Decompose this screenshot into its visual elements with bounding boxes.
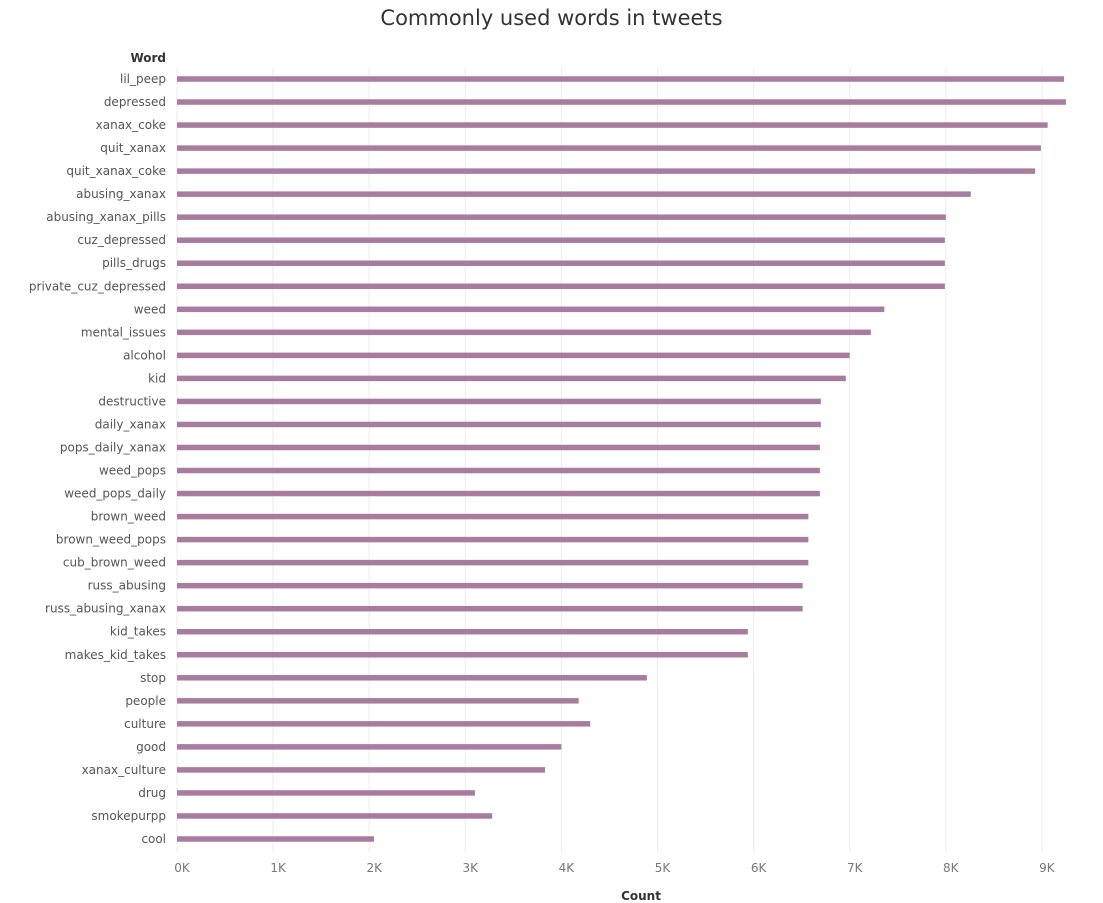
- category-label: cool: [141, 832, 166, 846]
- bar[interactable]: [177, 283, 945, 290]
- category-label: depressed: [104, 95, 166, 109]
- bar[interactable]: [177, 76, 1065, 82]
- category-label: lil_peep: [120, 72, 166, 86]
- bar[interactable]: [177, 398, 821, 405]
- bar[interactable]: [177, 352, 850, 359]
- category-label: cuz_depressed: [77, 233, 166, 247]
- bar[interactable]: [177, 559, 809, 566]
- category-label: quit_xanax: [100, 141, 166, 155]
- bar[interactable]: [177, 214, 946, 220]
- bar[interactable]: [177, 375, 846, 382]
- bar[interactable]: [177, 329, 871, 336]
- bar[interactable]: [177, 99, 1066, 105]
- category-label: abusing_xanax: [76, 187, 166, 201]
- category-label: xanax_culture: [82, 763, 166, 777]
- x-axis-title: Count: [621, 889, 661, 903]
- bars: [177, 76, 1066, 842]
- x-tick-label: 5K: [655, 861, 672, 875]
- bar[interactable]: [177, 145, 1041, 151]
- chart-title: Commonly used words in tweets: [380, 6, 723, 30]
- bar[interactable]: [177, 421, 821, 428]
- bar[interactable]: [177, 490, 820, 497]
- bar[interactable]: [177, 675, 647, 681]
- bar[interactable]: [177, 698, 579, 704]
- category-label: weed_pops: [99, 464, 166, 478]
- bar[interactable]: [177, 836, 375, 842]
- bar[interactable]: [177, 536, 809, 543]
- bar[interactable]: [177, 122, 1048, 128]
- bar[interactable]: [177, 605, 803, 612]
- x-tick-labels: 0K 1K 2K 3K 4K 5K 6K 7K 8K 9K: [174, 861, 1056, 875]
- bar[interactable]: [177, 582, 803, 589]
- gridlines: [176, 68, 1043, 852]
- category-label: brown_weed: [91, 510, 166, 524]
- bar[interactable]: [177, 444, 820, 451]
- category-labels: lil_peep depressed xanax_coke quit_xanaxqui…: [29, 72, 166, 846]
- bar[interactable]: [177, 790, 475, 796]
- category-label: mental_issues: [81, 325, 166, 339]
- category-label: russ_abusing: [88, 579, 166, 593]
- category-label: weed: [134, 302, 166, 316]
- x-tick-label: 9K: [1039, 861, 1056, 875]
- category-label: cub_brown_weed: [63, 556, 166, 570]
- category-label: alcohol: [123, 348, 166, 362]
- category-label: quit_xanax_coke: [66, 164, 166, 178]
- x-tick-label: 8K: [943, 861, 960, 875]
- x-tick-label: 2K: [366, 861, 383, 875]
- bar[interactable]: [177, 467, 820, 474]
- category-label: good: [136, 740, 166, 754]
- category-label: daily_xanax: [95, 417, 166, 431]
- category-label: drug: [138, 786, 166, 800]
- x-tick-label: 1K: [270, 861, 287, 875]
- x-tick-label: 3K: [463, 861, 480, 875]
- bar[interactable]: [177, 168, 1036, 174]
- bar[interactable]: [177, 628, 748, 635]
- bar[interactable]: [177, 237, 945, 243]
- bar[interactable]: [177, 744, 562, 750]
- bar[interactable]: [177, 191, 971, 197]
- category-label: kid: [148, 371, 166, 385]
- bar[interactable]: [177, 652, 748, 658]
- bar[interactable]: [177, 813, 493, 819]
- category-label: weed_pops_daily: [64, 487, 166, 501]
- category-label: pills_drugs: [102, 256, 166, 270]
- x-tick-label: 0K: [174, 861, 191, 875]
- category-label: culture: [124, 717, 166, 731]
- x-tick-label: 6K: [751, 861, 768, 875]
- y-axis-title: Word: [130, 51, 166, 65]
- x-tick-label: 4K: [559, 861, 576, 875]
- category-label: private_cuz_depressed: [29, 279, 166, 293]
- category-label: abusing_xanax_pills: [46, 210, 166, 224]
- bar[interactable]: [177, 767, 546, 773]
- category-label: pops_daily_xanax: [60, 440, 166, 454]
- category-label: destructive: [98, 394, 166, 408]
- bar[interactable]: [177, 513, 809, 520]
- bar[interactable]: [177, 260, 945, 266]
- category-label: smokepurpp: [91, 809, 166, 823]
- category-label: russ_abusing_xanax: [45, 602, 166, 616]
- category-label: stop: [140, 671, 166, 685]
- category-label: makes_kid_takes: [65, 648, 166, 662]
- category-label: people: [125, 694, 166, 708]
- category-label: kid_takes: [110, 625, 166, 639]
- bar[interactable]: [177, 721, 591, 727]
- category-label: xanax_coke: [96, 118, 166, 132]
- x-tick-label: 7K: [847, 861, 864, 875]
- category-label: brown_weed_pops: [56, 533, 166, 547]
- bar[interactable]: [177, 306, 885, 313]
